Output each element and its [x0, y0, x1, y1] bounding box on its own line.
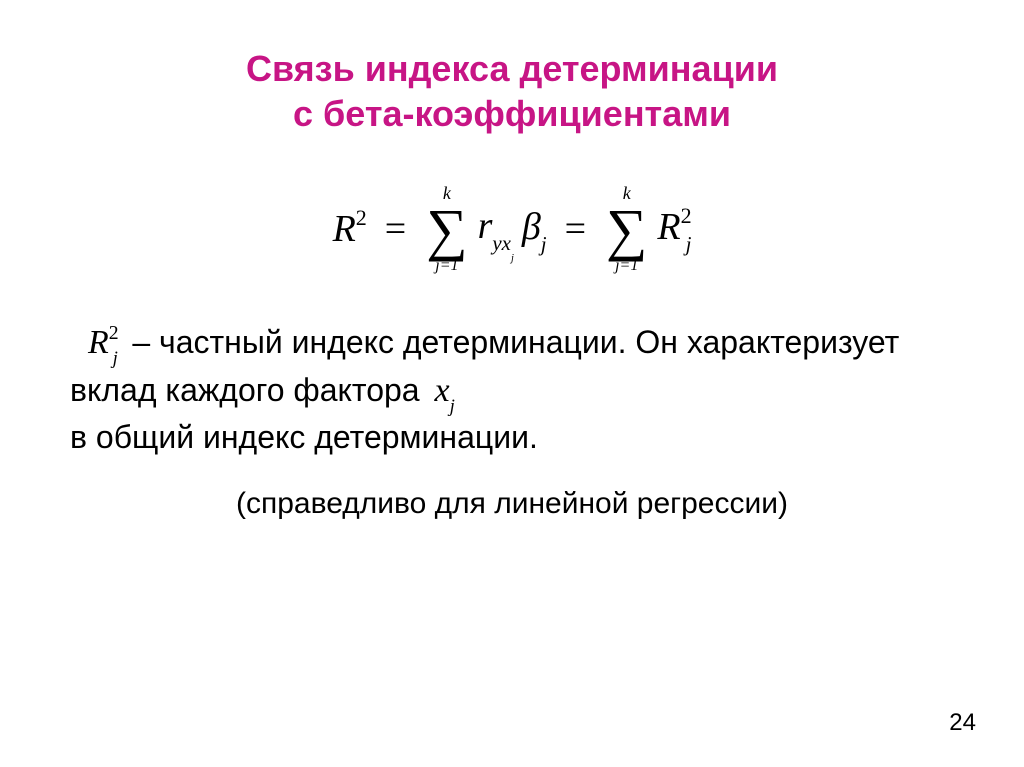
xj-sub: j — [450, 396, 455, 417]
xj-base: x — [434, 372, 449, 409]
body-text-2: в общий индекс детерминации. — [70, 419, 538, 455]
sigma-2: ∑ — [606, 204, 647, 256]
sum1-bot: j=1 — [435, 258, 458, 274]
sum-1: k ∑ j=1 — [426, 184, 467, 274]
sum2-bot: j=1 — [615, 258, 638, 274]
inline-Rj2: R2j — [88, 324, 126, 361]
beta-j: βj — [522, 205, 547, 254]
rhs-base: R — [657, 206, 680, 248]
rhs-Rj2: R2 j — [657, 205, 691, 254]
equals-2: = — [565, 207, 586, 251]
lhs-base: R — [333, 208, 356, 250]
lhs-R2: R2 — [333, 207, 367, 251]
slide-title: Связь индекса детерминации с бета-коэффи… — [60, 46, 964, 136]
page-number: 24 — [949, 709, 976, 737]
inline-xj: xj — [434, 372, 454, 409]
beta-base: β — [522, 206, 541, 248]
r-yxj: ryxj — [478, 204, 514, 255]
Rj2-base: R — [88, 324, 109, 361]
beta-sub: j — [541, 232, 547, 256]
sum-2: k ∑ j=1 — [606, 184, 647, 274]
body-text-1: – частный индекс детерминации. Он характ… — [70, 324, 899, 408]
r-base: r — [478, 205, 493, 247]
r-sub: yxj — [492, 231, 513, 255]
equals-1: = — [385, 207, 406, 251]
sigma-1: ∑ — [426, 204, 467, 256]
note-line: (справедливо для линейной регрессии) — [60, 487, 964, 521]
body-paragraph: R2j – частный индекс детерминации. Он ха… — [70, 320, 954, 459]
rhs-sup: 2 — [681, 203, 692, 228]
rhs-sub: j — [686, 232, 692, 256]
title-line1: Связь индекса детерминации — [246, 48, 778, 89]
Rj2-sub: j — [113, 348, 118, 369]
lhs-sup: 2 — [356, 205, 367, 230]
main-formula: R2 = k ∑ j=1 ryxj βj = k ∑ j=1 R2j — [60, 184, 964, 274]
Rj2-sup: 2 — [109, 322, 119, 344]
title-line2: с бета-коэффициентами — [293, 93, 731, 134]
